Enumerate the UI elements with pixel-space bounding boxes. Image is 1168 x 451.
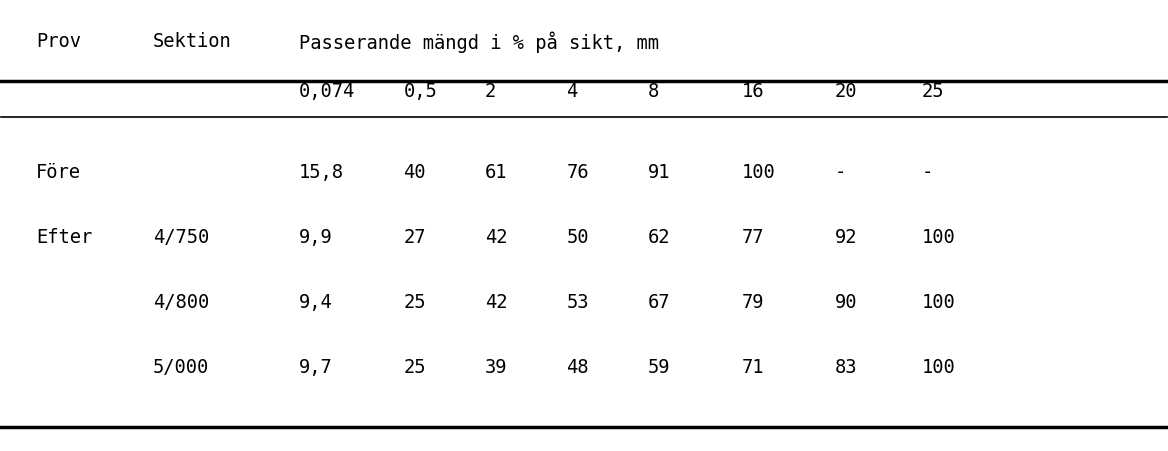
Text: 4/750: 4/750 <box>153 227 209 246</box>
Text: 25: 25 <box>403 357 426 376</box>
Text: Prov: Prov <box>36 32 82 51</box>
Text: 25: 25 <box>922 82 945 101</box>
Text: 71: 71 <box>742 357 764 376</box>
Text: 100: 100 <box>922 292 955 311</box>
Text: 39: 39 <box>485 357 507 376</box>
Text: 77: 77 <box>742 227 764 246</box>
Text: 25: 25 <box>403 292 426 311</box>
Text: 92: 92 <box>834 227 857 246</box>
Text: 42: 42 <box>485 292 507 311</box>
Text: 76: 76 <box>566 162 589 181</box>
Text: 4: 4 <box>566 82 578 101</box>
Text: Sektion: Sektion <box>153 32 231 51</box>
Text: 67: 67 <box>648 292 670 311</box>
Text: 100: 100 <box>922 227 955 246</box>
Text: -: - <box>922 162 933 181</box>
Text: 91: 91 <box>648 162 670 181</box>
Text: Före: Före <box>36 162 82 181</box>
Text: 40: 40 <box>403 162 426 181</box>
Text: 42: 42 <box>485 227 507 246</box>
Text: 90: 90 <box>834 292 857 311</box>
Text: Efter: Efter <box>36 227 92 246</box>
Text: Passerande mängd i % på sikt, mm: Passerande mängd i % på sikt, mm <box>299 31 659 52</box>
Text: 100: 100 <box>922 357 955 376</box>
Text: 62: 62 <box>648 227 670 246</box>
Text: 20: 20 <box>834 82 857 101</box>
Text: 53: 53 <box>566 292 589 311</box>
Text: 61: 61 <box>485 162 507 181</box>
Text: 0,074: 0,074 <box>299 82 355 101</box>
Text: 79: 79 <box>742 292 764 311</box>
Text: 59: 59 <box>648 357 670 376</box>
Text: 100: 100 <box>742 162 776 181</box>
Text: 4/800: 4/800 <box>153 292 209 311</box>
Text: 9,7: 9,7 <box>299 357 332 376</box>
Text: 16: 16 <box>742 82 764 101</box>
Text: 9,4: 9,4 <box>299 292 332 311</box>
Text: 50: 50 <box>566 227 589 246</box>
Text: 48: 48 <box>566 357 589 376</box>
Text: 83: 83 <box>834 357 857 376</box>
Text: 2: 2 <box>485 82 496 101</box>
Text: 5/000: 5/000 <box>153 357 209 376</box>
Text: -: - <box>834 162 846 181</box>
Text: 0,5: 0,5 <box>403 82 437 101</box>
Text: 9,9: 9,9 <box>299 227 332 246</box>
Text: 15,8: 15,8 <box>299 162 343 181</box>
Text: 8: 8 <box>648 82 660 101</box>
Text: 27: 27 <box>403 227 426 246</box>
